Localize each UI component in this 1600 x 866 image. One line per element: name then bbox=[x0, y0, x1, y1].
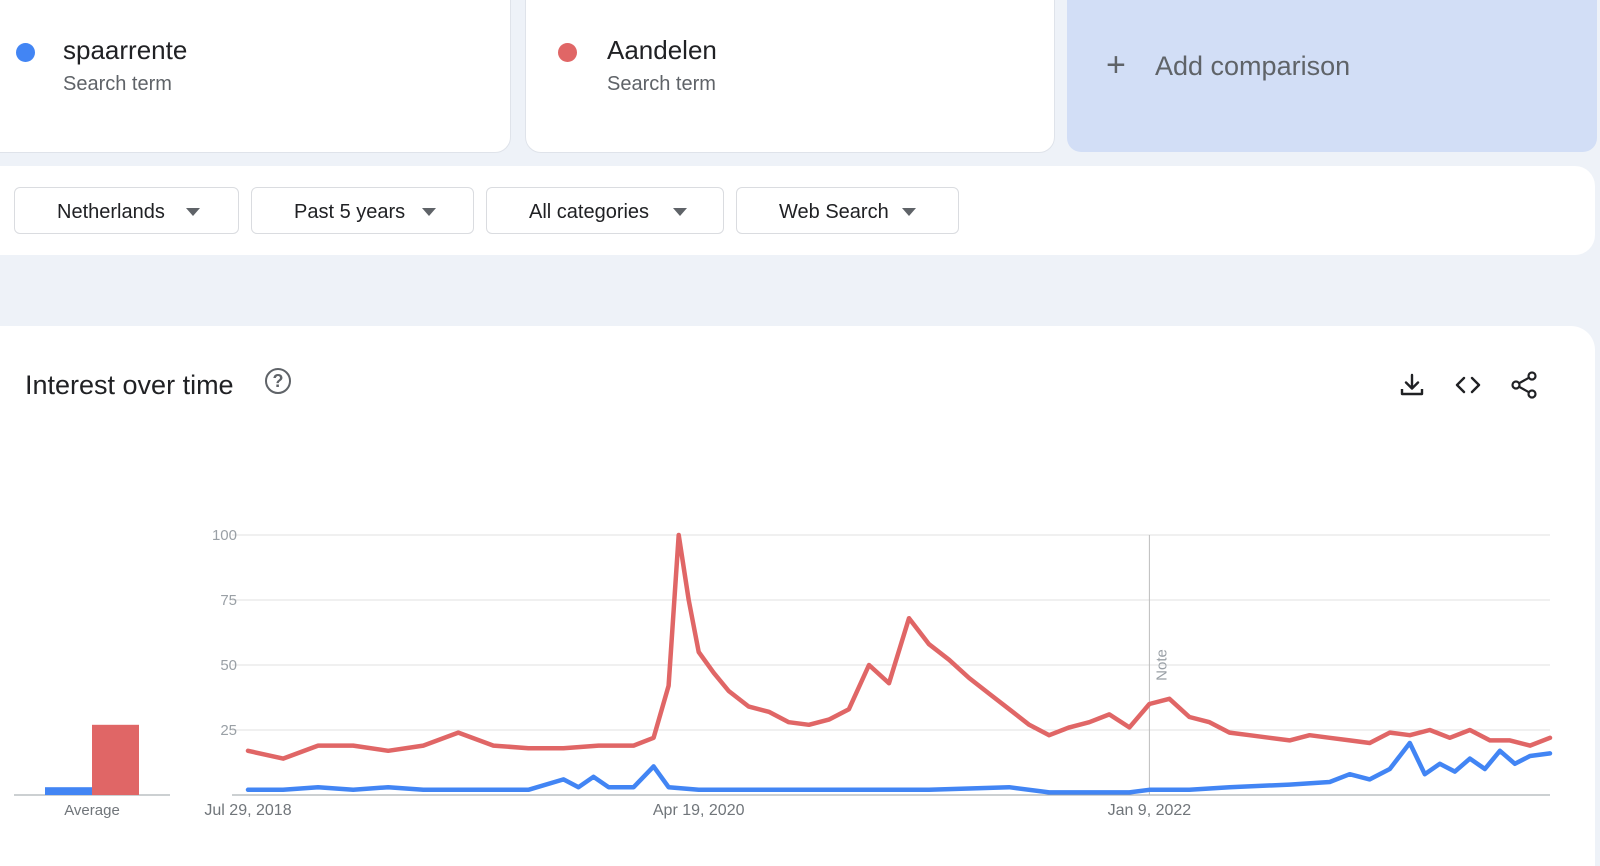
add-comparison-label: Add comparison bbox=[1155, 51, 1351, 81]
y-tick-label: 75 bbox=[220, 592, 237, 609]
dropdown-arrow-icon bbox=[422, 208, 436, 216]
help-circle-icon[interactable]: ? bbox=[265, 368, 291, 394]
search-term-name: Aandelen bbox=[607, 35, 717, 65]
series-color-dot bbox=[558, 43, 577, 62]
average-bar-aandelen bbox=[92, 724, 139, 795]
dropdown-arrow-icon bbox=[902, 208, 916, 216]
region-filter-dropdown[interactable]: Netherlands bbox=[14, 187, 239, 234]
interest-line-chart: 25 50 75 100 Jul 29, 2018 Apr 19, 2020 Jan 9, … bbox=[204, 527, 1553, 819]
share-icon[interactable] bbox=[1509, 370, 1539, 400]
series-color-dot bbox=[16, 43, 35, 62]
x-tick-label: Apr 19, 2020 bbox=[653, 802, 745, 819]
search-type-filter-label: Web Search bbox=[779, 201, 889, 223]
y-tick-label: 50 bbox=[220, 657, 237, 674]
average-bar-spaarrente bbox=[45, 787, 92, 795]
series-line-spaarrente bbox=[245, 740, 1553, 795]
region-filter-label: Netherlands bbox=[57, 201, 165, 223]
interest-over-time-panel: Interest over time ? bbox=[0, 326, 1595, 866]
search-term-name: spaarrente bbox=[63, 35, 188, 65]
filter-bar: Netherlands Past 5 years All categories … bbox=[0, 166, 1595, 255]
search-term-type: Search term bbox=[607, 73, 716, 95]
embed-code-icon[interactable] bbox=[1453, 370, 1483, 400]
dropdown-arrow-icon bbox=[673, 208, 687, 216]
plus-icon: + bbox=[1106, 46, 1126, 84]
dropdown-arrow-icon bbox=[186, 208, 200, 216]
category-filter-dropdown[interactable]: All categories bbox=[486, 187, 724, 234]
search-term-card-aandelen[interactable]: Aandelen Search term bbox=[525, 0, 1055, 153]
y-tick-label: 100 bbox=[212, 527, 237, 544]
average-axis-label: Average bbox=[64, 802, 120, 819]
search-type-filter-dropdown[interactable]: Web Search bbox=[736, 187, 959, 234]
download-icon[interactable] bbox=[1397, 370, 1427, 400]
add-comparison-button[interactable]: + Add comparison bbox=[1067, 0, 1597, 152]
note-marker-label: Note bbox=[1153, 649, 1170, 681]
search-term-card-spaarrente[interactable]: spaarrente Search term bbox=[0, 0, 511, 153]
search-term-type: Search term bbox=[63, 73, 172, 95]
time-range-filter-dropdown[interactable]: Past 5 years bbox=[251, 187, 474, 234]
y-tick-label: 25 bbox=[220, 722, 237, 739]
category-filter-label: All categories bbox=[529, 201, 650, 223]
series-line-aandelen bbox=[245, 532, 1553, 761]
x-tick-label: Jan 9, 2022 bbox=[1108, 802, 1192, 819]
time-range-filter-label: Past 5 years bbox=[294, 201, 406, 223]
x-tick-label: Jul 29, 2018 bbox=[204, 802, 291, 819]
panel-title: Interest over time bbox=[25, 370, 234, 400]
average-bar-chart: Average bbox=[14, 724, 170, 819]
